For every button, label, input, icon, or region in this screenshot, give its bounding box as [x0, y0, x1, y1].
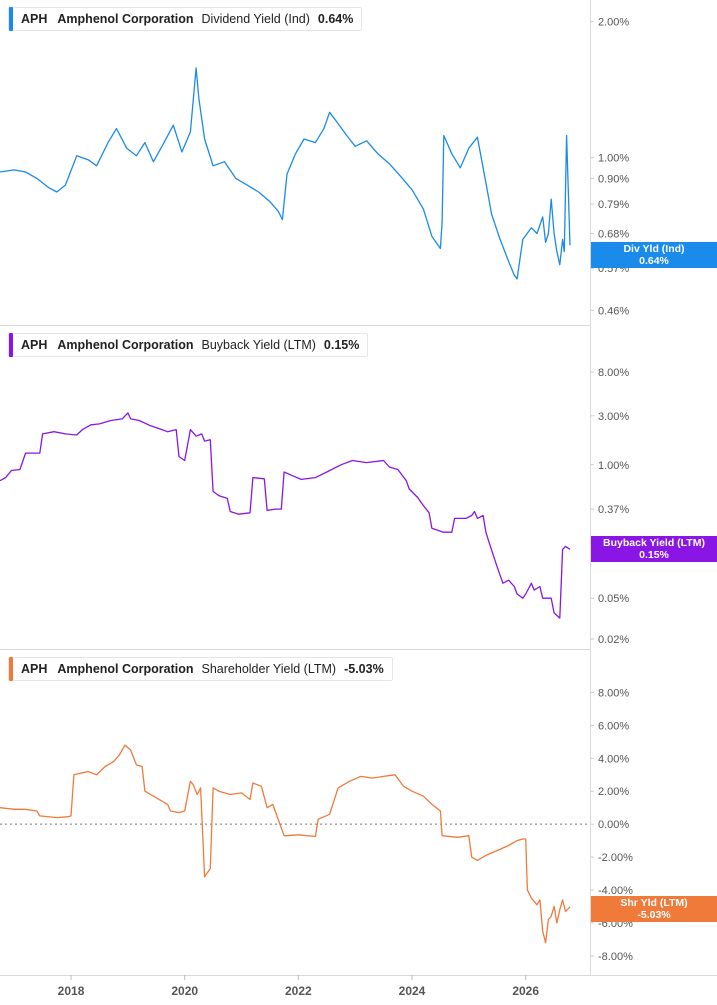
y-tick-label: 0.05%	[598, 593, 629, 605]
legend-ticker: APH	[21, 338, 48, 352]
y-tick-label: 1.00%	[598, 460, 629, 472]
series-swatch	[9, 333, 13, 357]
y-tick-label: -4.00%	[598, 885, 633, 897]
series-line[interactable]	[0, 412, 571, 619]
y-tick-label: 0.46%	[598, 305, 629, 317]
x-tick-label: 2020	[171, 984, 198, 998]
badge-label: Shr Yld (LTM)	[620, 897, 688, 909]
legend-ticker: APH	[21, 12, 48, 26]
buyback-yield-panel: 8.00% 3.00% 1.00% 0.37% 0.05% 0.02% APH Amphe…	[0, 326, 717, 649]
last-value-badge: Div Yld (Ind) 0.64%	[591, 242, 717, 268]
legend-metric: Buyback Yield (LTM)	[201, 338, 316, 352]
legend-company: Amphenol Corporation	[57, 662, 194, 676]
y-tick-label: 0.90%	[598, 173, 629, 185]
y-tick-label: 0.02%	[598, 634, 629, 646]
y-tick-label: 3.00%	[598, 411, 629, 423]
badge-label: Div Yld (Ind)	[623, 243, 685, 255]
y-tick-label: 0.00%	[598, 819, 629, 831]
series-line[interactable]	[0, 744, 571, 944]
dividend-yield-panel: 2.00% 1.00% 0.90% 0.79% 0.68% 0.57% 0.46% APH …	[0, 0, 717, 325]
y-tick-label: 6.00%	[598, 720, 629, 732]
x-tick-label: 2024	[399, 984, 426, 998]
y-axis-line	[590, 0, 591, 975]
shareholder-yield-legend[interactable]: APH Amphenol Corporation Shareholder Yie…	[8, 657, 393, 681]
x-axis: 2018 2020 2022 2024 2026	[0, 975, 717, 998]
legend-ticker: APH	[21, 662, 48, 676]
legend-metric: Shareholder Yield (LTM)	[201, 662, 337, 676]
y-tick-label: -8.00%	[598, 951, 633, 963]
legend-company: Amphenol Corporation	[57, 12, 194, 26]
legend-company: Amphenol Corporation	[57, 338, 194, 352]
y-tick-label: 0.68%	[598, 228, 629, 240]
legend-value: 0.64%	[317, 12, 354, 26]
y-tick-label: 8.00%	[598, 367, 629, 379]
shareholder-yield-panel: 8.00% 6.00% 4.00% 2.00% 0.00% -2.00% -4.00% -6.…	[0, 650, 717, 975]
legend-metric: Dividend Yield (Ind)	[201, 12, 310, 26]
badge-label: Buyback Yield (LTM)	[603, 537, 705, 549]
series-line[interactable]	[0, 67, 571, 280]
buyback-yield-chart: 8.00% 3.00% 1.00% 0.37% 0.05% 0.02%	[0, 367, 629, 646]
y-tick-label: 0.79%	[598, 199, 629, 211]
series-swatch	[9, 7, 13, 31]
y-tick-label: 2.00%	[598, 786, 629, 798]
dividend-yield-chart: 2.00%1.00%0.90%0.79%0.68%0.57%0.46%	[0, 17, 629, 317]
y-tick-label: 1.00%	[598, 153, 629, 165]
last-value-badge: Shr Yld (LTM) -5.03%	[591, 896, 717, 922]
y-tick-label: 4.00%	[598, 753, 629, 765]
x-tick-label: 2026	[512, 984, 539, 998]
panel-divider	[0, 325, 590, 326]
legend-value: -5.03%	[344, 662, 384, 676]
last-value-badge: Buyback Yield (LTM) 0.15%	[591, 536, 717, 562]
y-tick-label: 8.00%	[598, 687, 629, 699]
y-tick-label: -2.00%	[598, 852, 633, 864]
panel-divider	[0, 649, 590, 650]
dividend-yield-legend[interactable]: APH Amphenol Corporation Dividend Yield …	[8, 7, 363, 31]
shareholder-yield-chart: 8.00%6.00%4.00%2.00%0.00%-2.00%-4.00%-6.…	[0, 687, 633, 963]
y-tick-label: 0.37%	[598, 504, 629, 516]
legend-value: 0.15%	[323, 338, 360, 352]
series-swatch	[9, 657, 13, 681]
buyback-yield-legend[interactable]: APH Amphenol Corporation Buyback Yield (…	[8, 333, 369, 357]
badge-value: 0.15%	[639, 549, 669, 561]
x-tick-label: 2022	[285, 984, 312, 998]
y-tick-label: 2.00%	[598, 17, 629, 29]
badge-value: -5.03%	[637, 909, 671, 921]
badge-value: 0.64%	[639, 255, 669, 267]
x-tick-label: 2018	[58, 984, 85, 998]
